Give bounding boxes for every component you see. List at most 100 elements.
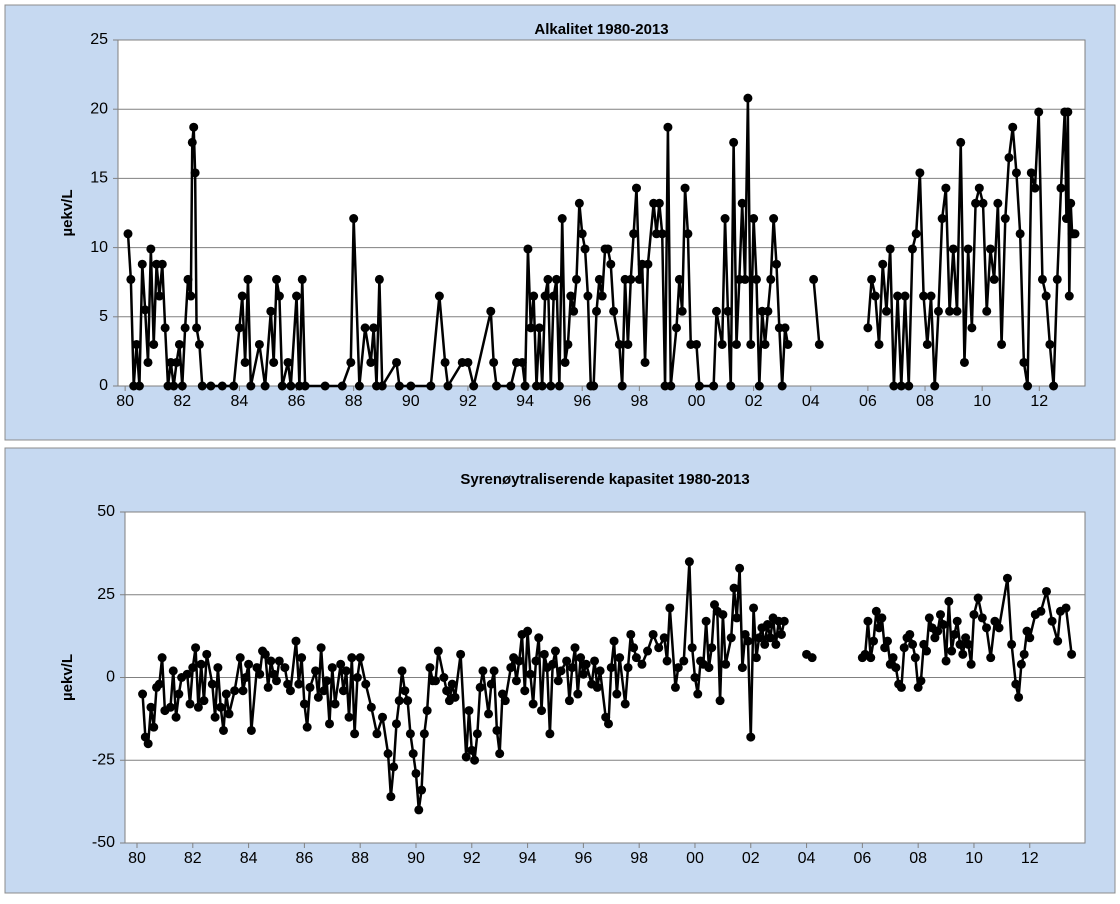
y-tick-label: 0 — [106, 669, 115, 686]
data-point — [911, 229, 921, 239]
data-point — [926, 291, 936, 301]
data-point — [908, 639, 918, 649]
data-point — [941, 656, 951, 666]
data-point — [149, 339, 159, 349]
data-point — [472, 729, 482, 739]
data-point — [464, 706, 474, 716]
data-point — [592, 682, 602, 692]
x-tick-label: 10 — [973, 393, 991, 410]
data-point — [361, 679, 371, 689]
data-point — [355, 653, 365, 663]
data-point — [930, 381, 940, 391]
data-point — [467, 745, 477, 755]
data-point — [726, 633, 736, 643]
data-point — [967, 323, 977, 333]
data-point — [174, 339, 184, 349]
data-point — [154, 679, 164, 689]
data-point — [180, 323, 190, 333]
data-point — [869, 636, 879, 646]
data-point — [300, 381, 310, 391]
data-point — [266, 306, 276, 316]
data-point — [671, 323, 681, 333]
data-point — [397, 666, 407, 676]
data-point — [603, 719, 613, 729]
data-point — [378, 712, 388, 722]
y-tick-label: 0 — [99, 377, 108, 394]
data-point — [874, 623, 884, 633]
x-tick-label: 04 — [798, 850, 816, 867]
data-point — [1064, 291, 1074, 301]
data-point — [360, 323, 370, 333]
data-point — [885, 244, 895, 254]
data-point — [751, 274, 761, 284]
data-point — [277, 381, 287, 391]
data-point — [346, 357, 356, 367]
data-point — [737, 198, 747, 208]
data-point — [749, 603, 759, 613]
data-point — [478, 666, 488, 676]
data-point — [143, 357, 153, 367]
data-point — [495, 749, 505, 759]
data-point — [160, 323, 170, 333]
data-point — [405, 729, 415, 739]
data-point — [297, 274, 307, 284]
data-point — [337, 381, 347, 391]
data-point — [569, 306, 579, 316]
data-point — [283, 357, 293, 367]
data-point — [534, 323, 544, 333]
y-tick-label: -25 — [92, 751, 115, 768]
data-point — [431, 676, 441, 686]
data-point — [944, 596, 954, 606]
data-point — [183, 274, 193, 284]
x-tick-label: 88 — [345, 393, 363, 410]
data-point — [657, 229, 667, 239]
data-point — [1011, 168, 1021, 178]
data-point — [866, 653, 876, 663]
y-axis-label: µekv/L — [59, 190, 76, 237]
data-point — [609, 636, 619, 646]
data-point — [443, 381, 453, 391]
data-point — [871, 606, 881, 616]
data-point — [391, 719, 401, 729]
data-point — [609, 306, 619, 316]
data-point — [165, 702, 175, 712]
data-point — [523, 244, 533, 254]
data-point — [643, 646, 653, 656]
x-tick-label: 96 — [573, 393, 591, 410]
data-point — [1007, 639, 1017, 649]
data-point — [193, 702, 203, 712]
data-point — [137, 259, 147, 269]
data-point — [439, 673, 449, 682]
data-point — [539, 649, 549, 659]
data-point — [492, 381, 502, 391]
data-point — [433, 646, 443, 656]
data-point — [881, 306, 891, 316]
data-point — [626, 629, 636, 639]
data-point — [1036, 606, 1046, 616]
data-point — [956, 137, 966, 147]
data-point — [299, 699, 309, 709]
data-point — [531, 656, 541, 666]
data-point — [863, 323, 873, 333]
data-point — [520, 686, 530, 696]
data-point — [640, 357, 650, 367]
x-tick-label: 12 — [1021, 850, 1039, 867]
data-point — [623, 339, 633, 349]
data-point — [977, 613, 987, 623]
data-point — [993, 198, 1003, 208]
data-point — [187, 137, 197, 147]
data-point — [506, 381, 516, 391]
data-point — [143, 739, 153, 749]
data-point — [807, 653, 817, 663]
data-point — [218, 725, 228, 735]
data-point — [417, 785, 427, 795]
data-point — [557, 214, 567, 224]
data-point — [580, 244, 590, 254]
y-tick-label: 25 — [97, 586, 115, 603]
data-point — [563, 339, 573, 349]
data-point — [550, 646, 560, 656]
data-point — [594, 274, 604, 284]
data-point — [311, 666, 321, 676]
data-point — [1030, 183, 1040, 193]
